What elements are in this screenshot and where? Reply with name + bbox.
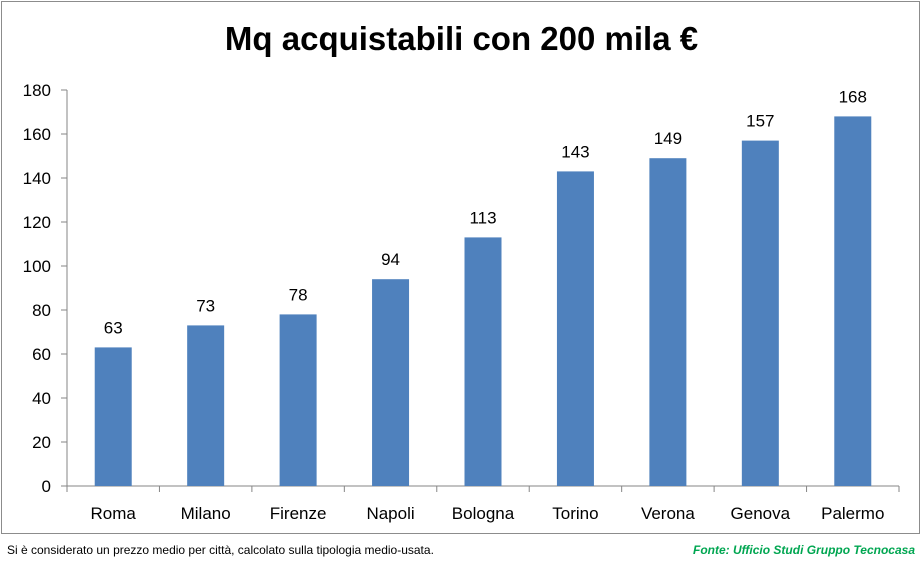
data-label: 149: [654, 129, 682, 148]
data-label: 143: [561, 142, 589, 161]
bar-torino: [556, 171, 594, 486]
y-tick-label: 120: [23, 213, 51, 232]
y-tick-label: 60: [32, 345, 51, 364]
x-tick-label: Torino: [552, 504, 598, 523]
y-tick-label: 0: [42, 477, 51, 496]
bar-firenze: [279, 314, 317, 486]
bar-napoli: [372, 279, 410, 486]
bar-milano: [187, 325, 225, 486]
y-tick-label: 140: [23, 169, 51, 188]
bar-roma: [94, 347, 132, 486]
data-label: 113: [469, 208, 496, 227]
y-tick-label: 180: [23, 81, 51, 100]
y-tick-label: 20: [32, 433, 51, 452]
data-label: 78: [289, 285, 308, 304]
chart-title: Mq acquistabili con 200 mila €: [224, 20, 699, 57]
x-tick-label: Verona: [641, 504, 695, 523]
bar-verona: [649, 158, 687, 486]
data-label: 157: [746, 112, 774, 131]
x-tick-label: Roma: [91, 504, 137, 523]
x-tick-label: Milano: [181, 504, 231, 523]
y-tick-label: 100: [23, 257, 51, 276]
x-tick-label: Palermo: [821, 504, 884, 523]
bar-genova: [741, 140, 779, 486]
bar-chart: 0 20 40 60 80 100 120 140 160 180 63 Roma 73 Milano 78…: [23, 81, 900, 523]
data-label: 73: [196, 296, 215, 315]
bar-palermo: [834, 116, 872, 487]
x-tick-label: Bologna: [452, 504, 515, 523]
data-label: 168: [839, 87, 867, 106]
source-credit: Fonte: Ufficio Studi Gruppo Tecnocasa: [692, 543, 915, 557]
y-tick-label: 80: [32, 301, 51, 320]
bar-bologna: [464, 237, 502, 486]
x-tick-label: Firenze: [270, 504, 327, 523]
x-tick-label: Napoli: [366, 504, 414, 523]
x-tick-label: Genova: [731, 504, 791, 523]
data-label: 94: [381, 250, 400, 269]
chart-frame: Mq acquistabili con 200 mila € 0 20 40 60 80…: [1, 1, 920, 534]
y-tick-label: 40: [32, 389, 51, 408]
y-tick-label: 160: [23, 125, 51, 144]
footnote: Si è considerato un prezzo medio per cit…: [7, 543, 434, 557]
data-label: 63: [104, 318, 123, 337]
